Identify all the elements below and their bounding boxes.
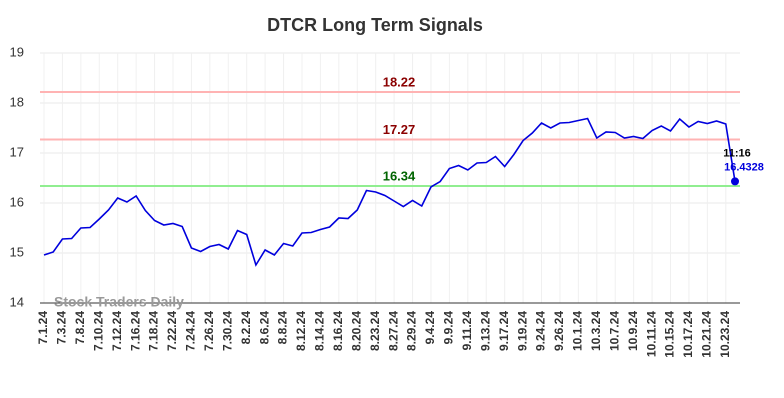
- x-tick-label: 7.8.24: [73, 311, 87, 345]
- x-tick-label: 10.17.24: [681, 311, 695, 358]
- x-tick-label: 9.19.24: [515, 311, 529, 351]
- x-tick-label: 7.24.24: [184, 311, 198, 351]
- y-tick-label: 14: [10, 294, 24, 309]
- x-tick-label: 8.20.24: [349, 311, 363, 351]
- x-tick-label: 7.30.24: [220, 311, 234, 351]
- y-tick-label: 16: [10, 194, 24, 209]
- y-tick-label: 19: [10, 44, 24, 59]
- x-tick-label: 8.14.24: [313, 311, 327, 351]
- y-tick-label: 15: [10, 244, 24, 259]
- x-tick-label: 8.8.24: [276, 311, 290, 345]
- line: [43, 117, 736, 267]
- x-tick-label: 10.11.24: [644, 311, 658, 357]
- x-tick-label: 7.1.24: [36, 311, 50, 345]
- x-tick-label: 9.4.24: [423, 311, 437, 345]
- x-tick-label: 7.16.24: [128, 311, 142, 351]
- x-tick-label: 10.23.24: [718, 311, 732, 358]
- x-tick-label: 8.23.24: [368, 311, 382, 351]
- last-time: 11:16: [723, 147, 751, 159]
- x-tick-label: 7.3.24: [55, 311, 69, 345]
- x-tick-label: 9.9.24: [442, 311, 456, 345]
- reference-label: 18.22: [383, 74, 416, 89]
- x-tick-label: 7.10.24: [91, 311, 105, 351]
- y-tick-label: 18: [10, 94, 24, 109]
- x-tick-label: 7.26.24: [202, 311, 216, 351]
- x-tick-label: 7.12.24: [110, 311, 124, 351]
- x-tick-label: 10.1.24: [571, 311, 585, 351]
- x-tick-label: 9.11.24: [460, 311, 474, 351]
- x-tick-label: 9.17.24: [497, 311, 511, 351]
- x-tick-label: 10.9.24: [626, 311, 640, 351]
- reference-label: 16.34: [383, 168, 416, 183]
- x-tick-label: 7.22.24: [165, 311, 179, 351]
- x-tick-label: 10.3.24: [589, 311, 603, 351]
- x-tick-label: 8.2.24: [239, 311, 253, 345]
- x-tick-label: 10.21.24: [700, 311, 714, 358]
- chart-title: DTCR Long Term Signals: [267, 15, 483, 35]
- x-tick-label: 8.16.24: [331, 311, 345, 351]
- x-tick-label: 8.29.24: [405, 311, 419, 351]
- x-tick-label: 9.26.24: [552, 311, 566, 351]
- x-tick-label: 9.13.24: [478, 311, 492, 351]
- x-tick-label: 9.24.24: [534, 311, 548, 351]
- x-tick-label: 8.27.24: [386, 311, 400, 351]
- x-tick-label: 8.6.24: [257, 311, 271, 345]
- reference-label: 17.27: [383, 122, 416, 137]
- x-tick-label: 8.12.24: [294, 311, 308, 351]
- last-value: 16.4328: [724, 161, 764, 173]
- last-point: [731, 177, 739, 186]
- x-tick-label: 7.18.24: [147, 311, 161, 351]
- watermark: Stock Traders Daily: [54, 294, 184, 310]
- x-tick-label: 10.15.24: [663, 311, 677, 358]
- y-tick-label: 17: [10, 144, 24, 159]
- x-tick-label: 10.7.24: [607, 311, 621, 351]
